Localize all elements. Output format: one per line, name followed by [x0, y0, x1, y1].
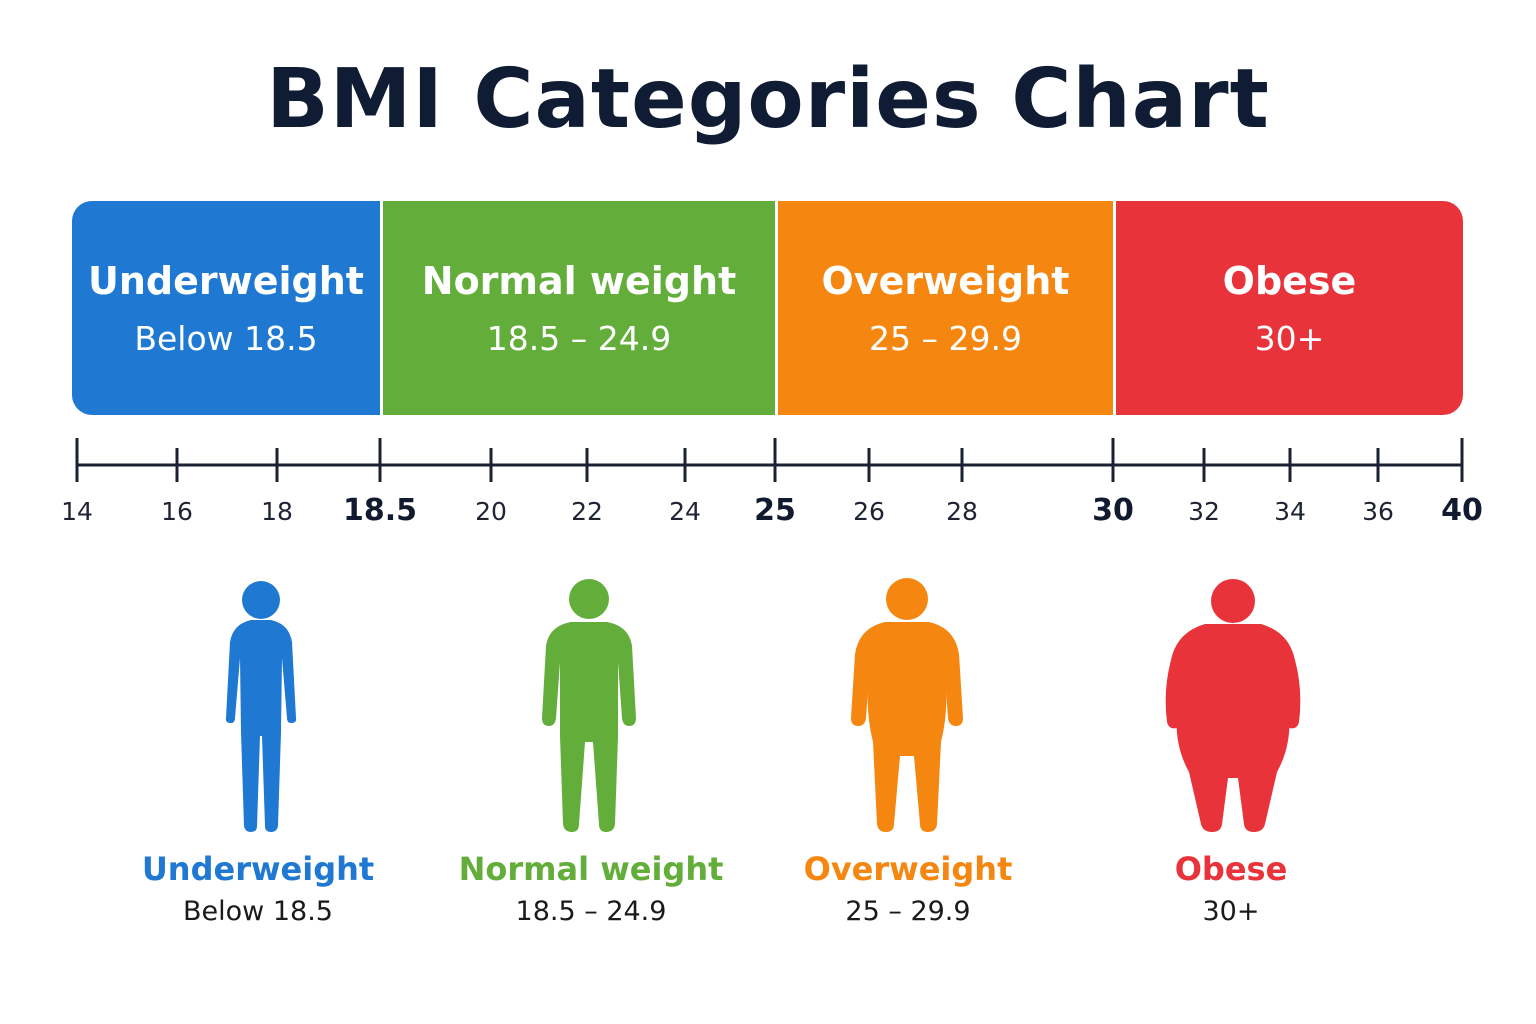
- segment-name: Obese: [1222, 258, 1357, 303]
- axis-tick-label: 18.5: [343, 493, 417, 528]
- bmi-category-band: Underweight Below 18.5 Normal weight 18.…: [72, 201, 1463, 415]
- category-segment-underweight: Underweight Below 18.5: [72, 201, 380, 415]
- category-segment-normal-weight: Normal weight 18.5 – 24.9: [380, 201, 775, 415]
- segment-name: Overweight: [821, 258, 1070, 303]
- axis-tick-label: 36: [1362, 497, 1394, 526]
- figure-range: 25 – 29.9: [845, 896, 971, 927]
- axis-tick-label: 34: [1274, 497, 1306, 526]
- chart-title: BMI Categories Chart: [266, 52, 1270, 147]
- figure-label-normal-weight: Normal weight 18.5 – 24.9: [431, 850, 751, 927]
- category-segment-obese: Obese 30+: [1113, 201, 1463, 415]
- segment-name: Normal weight: [421, 258, 737, 303]
- slim-person-icon: [225, 581, 297, 832]
- figure-label-underweight: Underweight Below 18.5: [98, 850, 418, 927]
- axis-tick-label: 25: [754, 493, 796, 528]
- figure-name: Underweight: [141, 850, 375, 888]
- figure-label-overweight: Overweight 25 – 29.9: [748, 850, 1068, 927]
- figure-range: 18.5 – 24.9: [515, 896, 667, 927]
- axis-tick-label: 24: [669, 497, 701, 526]
- figure-name: Overweight: [803, 850, 1013, 888]
- segment-range: 30+: [1254, 318, 1325, 358]
- axis-tick-label: 14: [61, 497, 93, 526]
- axis-tick-label: 26: [853, 497, 885, 526]
- category-segment-overweight: Overweight 25 – 29.9: [775, 201, 1113, 415]
- segment-name: Underweight: [88, 258, 364, 303]
- axis-tick-label: 22: [571, 497, 603, 526]
- figure-name: Normal weight: [458, 850, 724, 888]
- axis-tick-label: 16: [161, 497, 193, 526]
- figure-range: 30+: [1202, 896, 1260, 927]
- axis-tick-label: 18: [261, 497, 293, 526]
- segment-range: 25 – 29.9: [869, 318, 1022, 358]
- bmi-axis: 14 16 18 18.5 20 22 24 25 26 28 30 32 34 36 40: [61, 438, 1483, 528]
- normal-person-icon: [542, 579, 636, 832]
- figure-name: Obese: [1174, 850, 1288, 888]
- axis-tick-label: 20: [475, 497, 507, 526]
- segment-range: 18.5 – 24.9: [486, 318, 672, 358]
- overweight-person-icon: [851, 578, 963, 832]
- obese-person-icon: [1165, 579, 1301, 832]
- axis-tick-label: 40: [1441, 493, 1483, 528]
- axis-tick-label: 28: [946, 497, 978, 526]
- body-figures: [225, 578, 1301, 832]
- axis-tick-label: 30: [1092, 493, 1134, 528]
- figure-range: Below 18.5: [183, 896, 333, 927]
- figure-label-obese: Obese 30+: [1071, 850, 1391, 927]
- axis-tick-label: 32: [1188, 497, 1220, 526]
- segment-range: Below 18.5: [134, 318, 318, 358]
